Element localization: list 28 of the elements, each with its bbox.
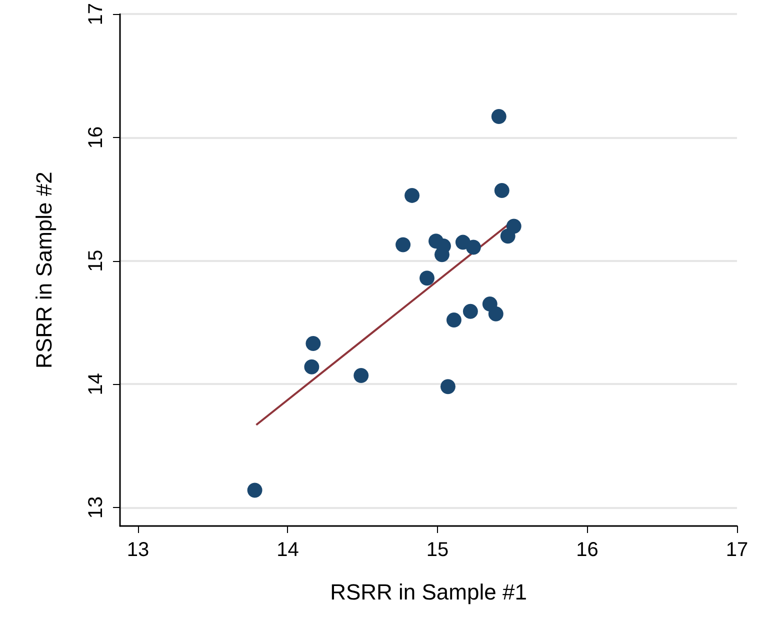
y-tick-label: 15 xyxy=(85,250,107,272)
point xyxy=(304,359,320,374)
y-tick-label: 17 xyxy=(85,3,107,26)
point xyxy=(494,183,510,198)
x-tick-label: 13 xyxy=(126,539,150,561)
x-axis-title: RSRR in Sample #1 xyxy=(330,580,527,604)
point xyxy=(440,379,456,394)
point xyxy=(404,188,420,203)
point xyxy=(491,109,506,124)
point xyxy=(396,237,411,252)
point xyxy=(446,312,462,328)
point xyxy=(434,247,450,262)
point xyxy=(506,218,522,234)
y-tick-label: 13 xyxy=(85,496,107,519)
x-tick-label: 16 xyxy=(576,539,598,561)
x-tick-label: 14 xyxy=(276,539,299,561)
point xyxy=(247,482,262,498)
x-tick-label: 17 xyxy=(726,539,748,561)
point xyxy=(420,270,434,286)
point xyxy=(306,336,321,351)
x-tick-label: 15 xyxy=(426,539,449,561)
point xyxy=(462,304,478,319)
point xyxy=(354,368,369,384)
y-tick-label: 14 xyxy=(85,373,107,396)
point xyxy=(488,306,504,322)
y-tick-label: 16 xyxy=(85,126,107,149)
y-axis-title: RSRR in Sample #2 xyxy=(32,172,56,368)
point xyxy=(466,240,481,255)
